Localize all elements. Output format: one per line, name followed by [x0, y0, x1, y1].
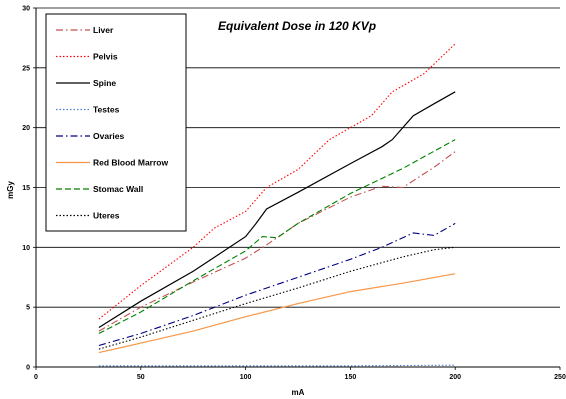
legend-label: Uteres: [93, 211, 120, 221]
x-ticks: 0 50 100 150 200 250: [34, 367, 566, 381]
x-tick-label: 0: [34, 374, 38, 381]
legend-label: Red Blood Marrow: [93, 158, 168, 168]
legend-label: Pelvis: [93, 52, 118, 62]
x-axis-label: mA: [292, 388, 305, 397]
legend-box: [46, 14, 186, 231]
x-tick-label: 250: [554, 374, 566, 381]
series-line-ovaries: [99, 223, 455, 345]
x-tick-label: 200: [449, 374, 461, 381]
x-tick-label: 150: [345, 374, 357, 381]
x-tick-label: 100: [240, 374, 252, 381]
legend-label: Liver: [93, 25, 114, 35]
x-tick-label: 50: [137, 374, 145, 381]
legend-label: Testes: [93, 105, 120, 115]
legend-label: Spine: [93, 78, 116, 88]
y-tick-label: 20: [22, 125, 30, 132]
chart-title: Equivalent Dose in 120 KVp: [218, 19, 376, 33]
y-tick-label: 30: [22, 6, 30, 13]
legend-label: Stomac Wall: [93, 184, 143, 194]
y-tick-label: 0: [26, 365, 30, 372]
series-line-testes: [99, 365, 455, 366]
series-line-red-blood-marrow: [99, 274, 455, 353]
y-tick-label: 5: [26, 305, 30, 312]
y-tick-label: 25: [22, 65, 30, 72]
y-tick-label: 10: [22, 245, 30, 252]
series-line-uteres: [99, 247, 455, 349]
legend-label: Ovaries: [93, 131, 124, 141]
y-tick-label: 15: [22, 185, 30, 192]
y-axis-label: mGy: [6, 181, 15, 199]
legend: Liver Pelvis Spine Testes Ovaries Red Blood M…: [46, 14, 186, 231]
y-ticks: 0 5 10 15 20 25 30: [22, 6, 36, 372]
